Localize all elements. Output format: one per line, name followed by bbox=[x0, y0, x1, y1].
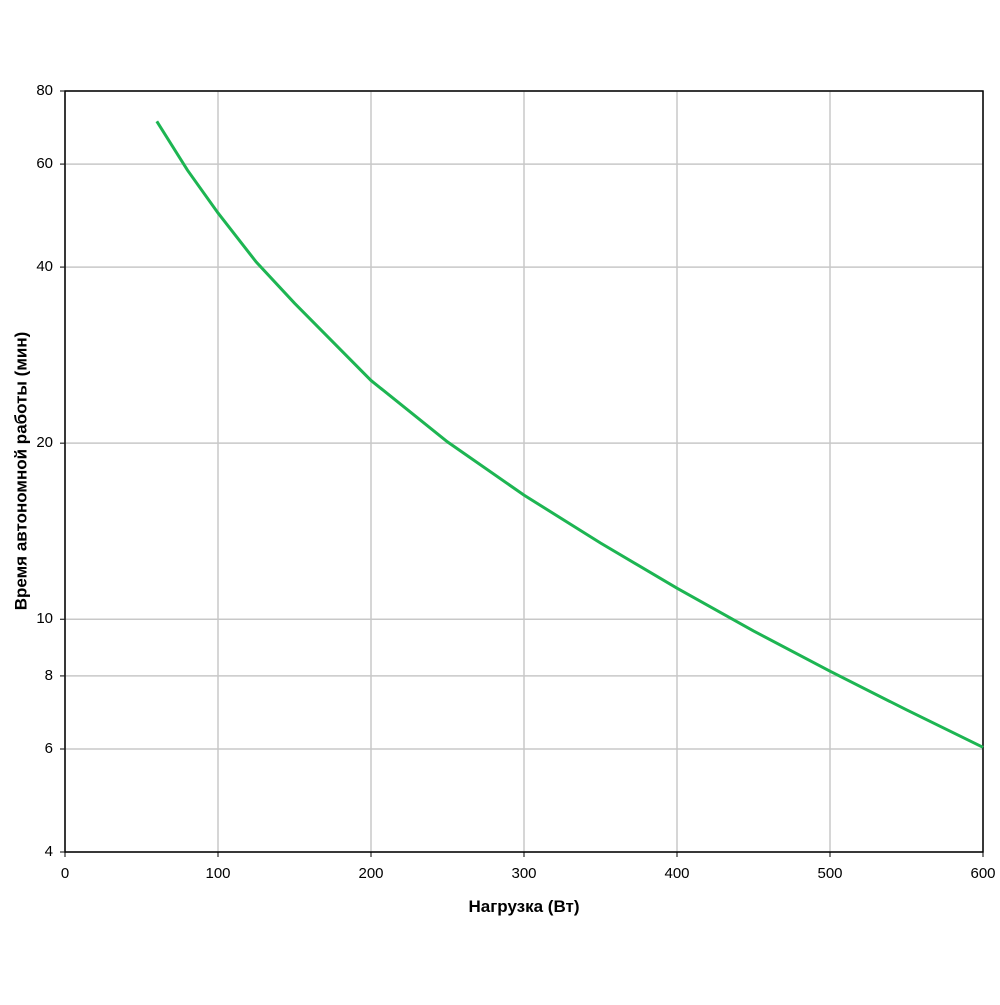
y-tick-label: 80 bbox=[36, 82, 53, 99]
x-tick-label: 0 bbox=[61, 865, 69, 882]
x-axis-title: Нагрузка (Вт) bbox=[468, 897, 579, 916]
x-tick-label: 600 bbox=[970, 865, 995, 882]
y-axis-title: Время автономной работы (мин) bbox=[11, 332, 30, 611]
x-tick-label: 500 bbox=[817, 865, 842, 882]
y-tick-label: 10 bbox=[36, 610, 53, 627]
y-tick-label: 40 bbox=[36, 258, 53, 275]
x-tick-label: 400 bbox=[664, 865, 689, 882]
plot-frame bbox=[64, 90, 984, 853]
x-tick-label: 300 bbox=[511, 865, 536, 882]
y-tick-label: 8 bbox=[45, 667, 53, 684]
y-tick-label: 20 bbox=[36, 434, 53, 451]
x-tick-label: 200 bbox=[358, 865, 383, 882]
x-tick-label: 100 bbox=[205, 865, 230, 882]
y-tick-label: 60 bbox=[36, 155, 53, 172]
data-line bbox=[155, 120, 984, 749]
y-tick-label: 6 bbox=[45, 740, 53, 757]
y-tick-label: 4 bbox=[45, 843, 53, 860]
